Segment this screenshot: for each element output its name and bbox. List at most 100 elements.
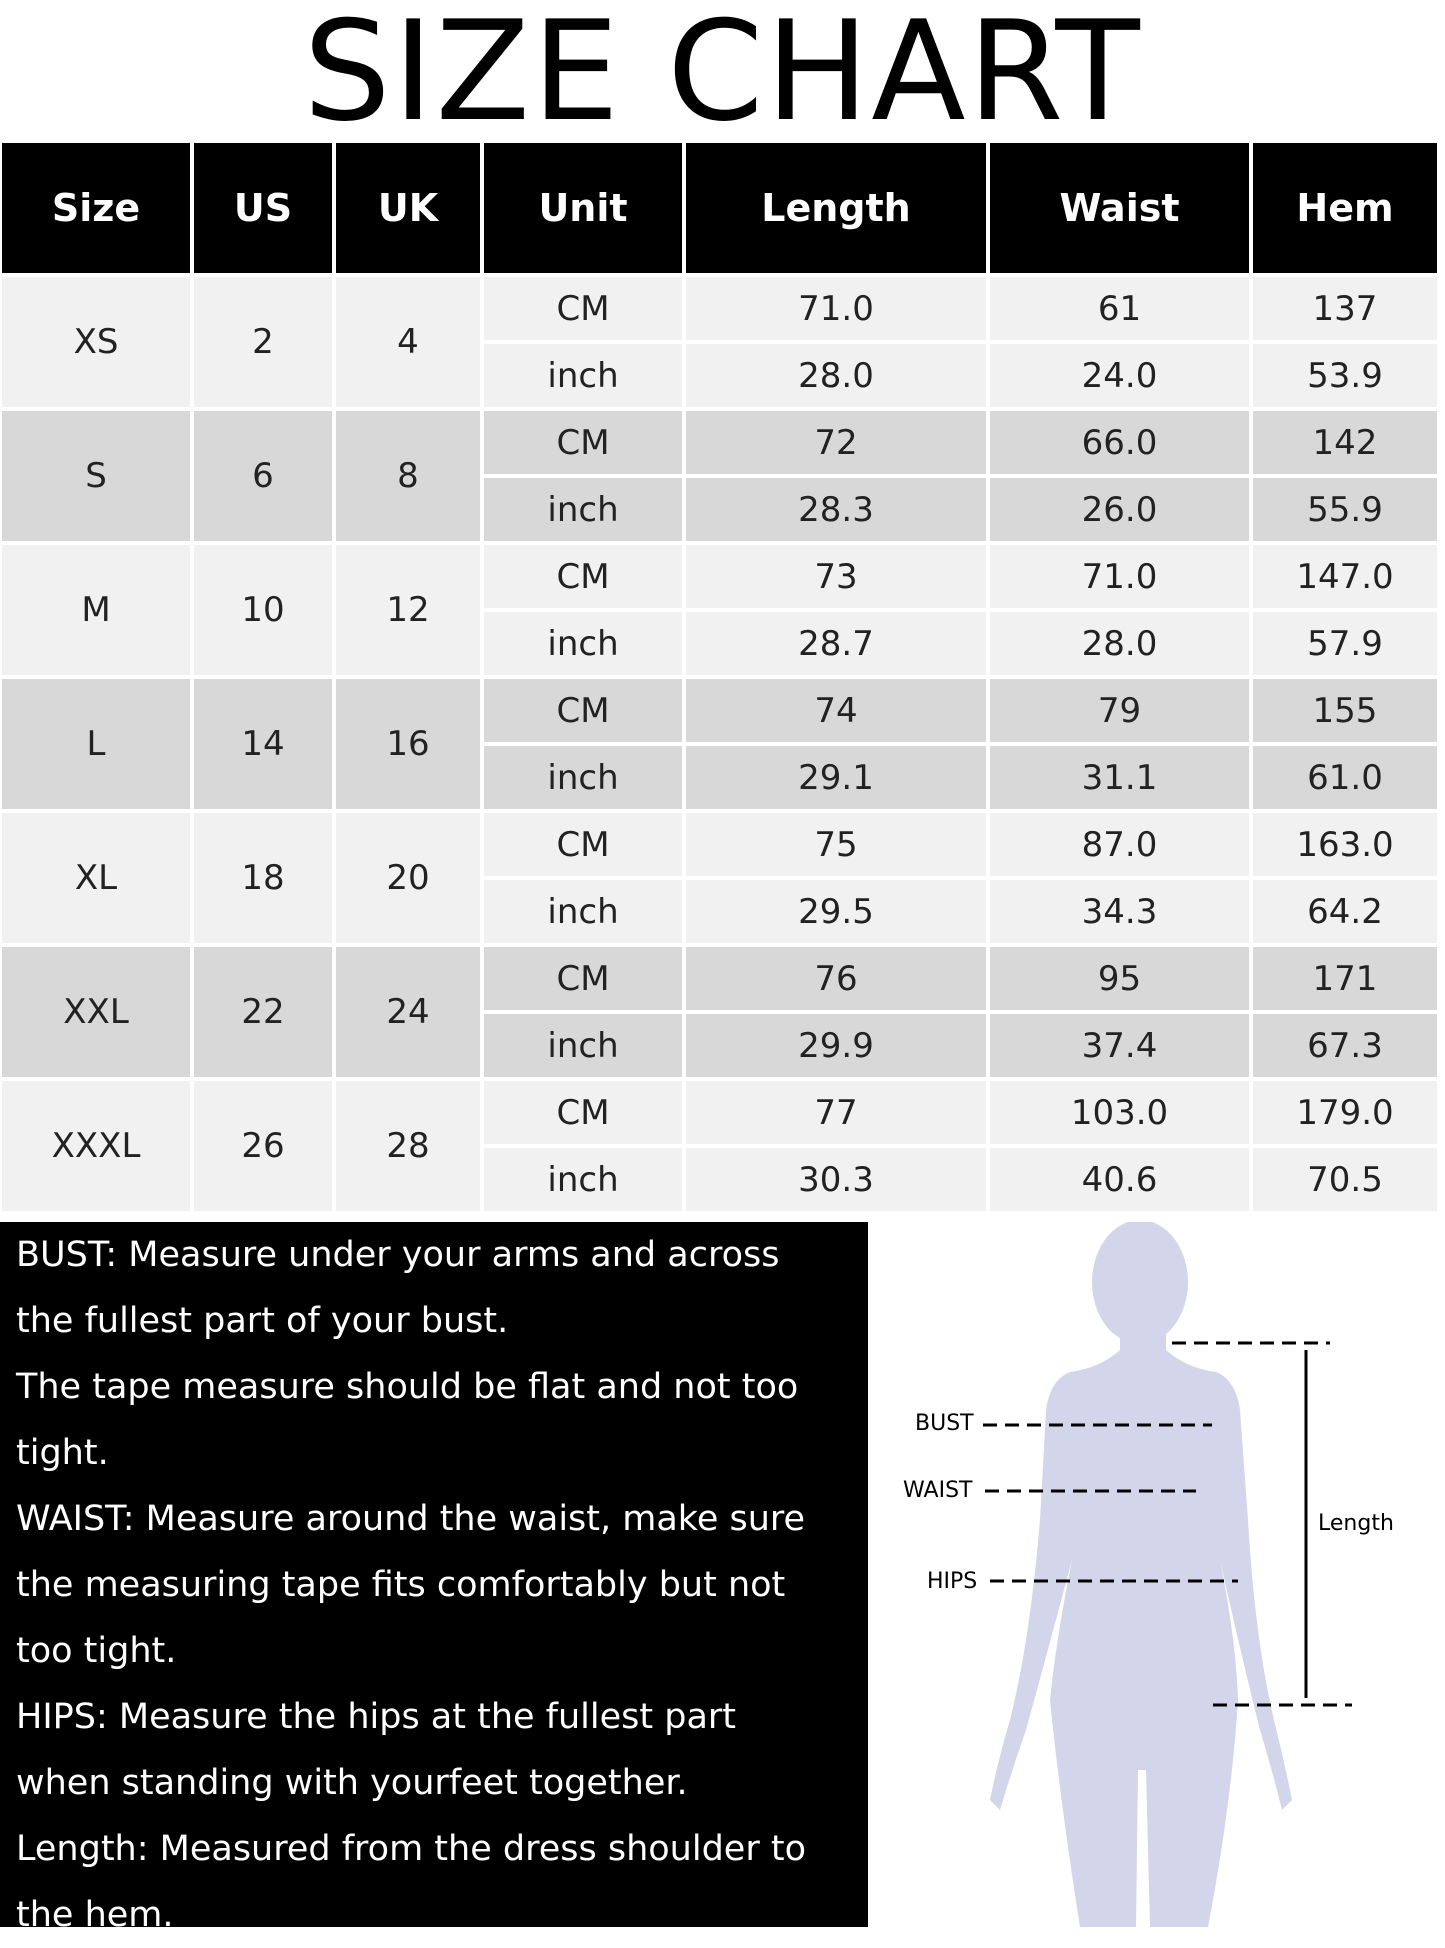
body-silhouette	[990, 1222, 1292, 1927]
us-size-cell: 2	[194, 277, 332, 407]
hem-inch-cell: 70.5	[1253, 1148, 1437, 1211]
table-row: S 6 8 CM 72 66.0 142	[2, 411, 1437, 541]
hem-cm-cell: 179.0	[1253, 1081, 1437, 1144]
instruction-line: the fullest part of your bust.	[16, 1301, 509, 1341]
unit-cell: inch	[484, 1014, 682, 1077]
us-size-cell: 6	[194, 411, 332, 541]
hem-inch-cell: 53.9	[1253, 344, 1437, 407]
instruction-line: too tight.	[16, 1631, 177, 1671]
hem-inch-cell: 67.3	[1253, 1014, 1437, 1077]
column-header-length: Length	[686, 143, 986, 273]
unit-cell: inch	[484, 612, 682, 675]
length-inch-cell: 28.3	[686, 478, 986, 541]
column-header-size: Size	[2, 143, 190, 273]
uk-size-cell: 24	[336, 947, 480, 1077]
uk-size-cell: 16	[336, 679, 480, 809]
waist-label: WAIST	[903, 1478, 973, 1503]
length-inch-cell: 29.9	[686, 1014, 986, 1077]
hem-inch-cell: 64.2	[1253, 880, 1437, 943]
size-table: Size US UK Unit Length Waist Hem XS 2 4 CM 71.0 61 1…	[0, 139, 1441, 1215]
waist-inch-cell: 37.4	[990, 1014, 1249, 1077]
waist-cm-cell: 95	[990, 947, 1249, 1010]
unit-cell: CM	[484, 545, 682, 608]
unit-cell: CM	[484, 947, 682, 1010]
unit-cell: CM	[484, 1081, 682, 1144]
length-inch-cell: 29.5	[686, 880, 986, 943]
instruction-line: the hem.	[16, 1895, 174, 1935]
waist-cm-cell: 61	[990, 277, 1249, 340]
column-header-uk: UK	[336, 143, 480, 273]
column-header-waist: Waist	[990, 143, 1249, 273]
table-row: inch 30.3 40.6 70.5	[2, 1148, 1437, 1211]
size-cell: S	[2, 411, 190, 541]
hem-cm-cell: 142	[1253, 411, 1437, 474]
size-cell: XS	[2, 277, 190, 407]
table-row: inch 29.5 34.3 64.2	[2, 880, 1437, 943]
length-inch-cell: 28.0	[686, 344, 986, 407]
hem-cm-cell: 137	[1253, 277, 1437, 340]
unit-cell: inch	[484, 746, 682, 809]
column-header-unit: Unit	[484, 143, 682, 273]
page-title: SIZE CHART	[303, 0, 1142, 152]
body-measurement-figure: BUST WAIST HIPS Length	[903, 1222, 1394, 1927]
table-row: inch 28.3 26.0 55.9	[2, 478, 1437, 541]
waist-cm-cell: 66.0	[990, 411, 1249, 474]
uk-size-cell: 12	[336, 545, 480, 675]
length-cm-cell: 72	[686, 411, 986, 474]
table-row: M 10 12 CM 73 71.0 147.0	[2, 545, 1437, 675]
waist-inch-cell: 31.1	[990, 746, 1249, 809]
length-cm-cell: 75	[686, 813, 986, 876]
hem-cm-cell: 155	[1253, 679, 1437, 742]
length-label: Length	[1318, 1511, 1394, 1536]
table-row: XL 18 20 CM 75 87.0 163.0	[2, 813, 1437, 943]
length-inch-cell: 28.7	[686, 612, 986, 675]
table-row: XXL 22 24 CM 76 95 171	[2, 947, 1437, 1077]
size-cell: XXL	[2, 947, 190, 1077]
instruction-line: Length: Measured from the dress shoulder…	[16, 1829, 806, 1869]
instruction-line: HIPS: Measure the hips at the fullest pa…	[16, 1697, 737, 1737]
hips-label: HIPS	[927, 1569, 977, 1594]
unit-cell: inch	[484, 1148, 682, 1211]
length-cm-cell: 71.0	[686, 277, 986, 340]
size-cell: XL	[2, 813, 190, 943]
length-cm-cell: 76	[686, 947, 986, 1010]
length-cm-cell: 74	[686, 679, 986, 742]
length-inch-cell: 29.1	[686, 746, 986, 809]
table-row: inch 29.1 31.1 61.0	[2, 746, 1437, 809]
bust-label: BUST	[915, 1411, 974, 1436]
table-row: inch 28.0 24.0 53.9	[2, 344, 1437, 407]
instruction-line: the measuring tape fits comfortably but …	[16, 1565, 786, 1605]
us-size-cell: 26	[194, 1081, 332, 1211]
size-cell: XXXL	[2, 1081, 190, 1211]
us-size-cell: 22	[194, 947, 332, 1077]
size-cell: M	[2, 545, 190, 675]
waist-cm-cell: 103.0	[990, 1081, 1249, 1144]
length-cm-cell: 73	[686, 545, 986, 608]
us-size-cell: 14	[194, 679, 332, 809]
uk-size-cell: 20	[336, 813, 480, 943]
waist-inch-cell: 26.0	[990, 478, 1249, 541]
waist-cm-cell: 79	[990, 679, 1249, 742]
waist-inch-cell: 34.3	[990, 880, 1249, 943]
waist-inch-cell: 28.0	[990, 612, 1249, 675]
hem-cm-cell: 163.0	[1253, 813, 1437, 876]
unit-cell: inch	[484, 344, 682, 407]
hem-inch-cell: 57.9	[1253, 612, 1437, 675]
instruction-line: tight.	[16, 1433, 109, 1473]
instruction-line: BUST: Measure under your arms and across	[16, 1235, 780, 1275]
table-row: inch 29.9 37.4 67.3	[2, 1014, 1437, 1077]
table-row: L 14 16 CM 74 79 155	[2, 679, 1437, 809]
hem-cm-cell: 171	[1253, 947, 1437, 1010]
table-header-row: Size US UK Unit Length Waist Hem	[2, 143, 1437, 273]
hem-inch-cell: 61.0	[1253, 746, 1437, 809]
unit-cell: inch	[484, 880, 682, 943]
waist-inch-cell: 40.6	[990, 1148, 1249, 1211]
table-row: inch 28.7 28.0 57.9	[2, 612, 1437, 675]
hem-inch-cell: 55.9	[1253, 478, 1437, 541]
instruction-line: when standing with yourfeet together.	[16, 1763, 688, 1803]
waist-cm-cell: 71.0	[990, 545, 1249, 608]
unit-cell: CM	[484, 411, 682, 474]
size-cell: L	[2, 679, 190, 809]
uk-size-cell: 4	[336, 277, 480, 407]
unit-cell: CM	[484, 277, 682, 340]
